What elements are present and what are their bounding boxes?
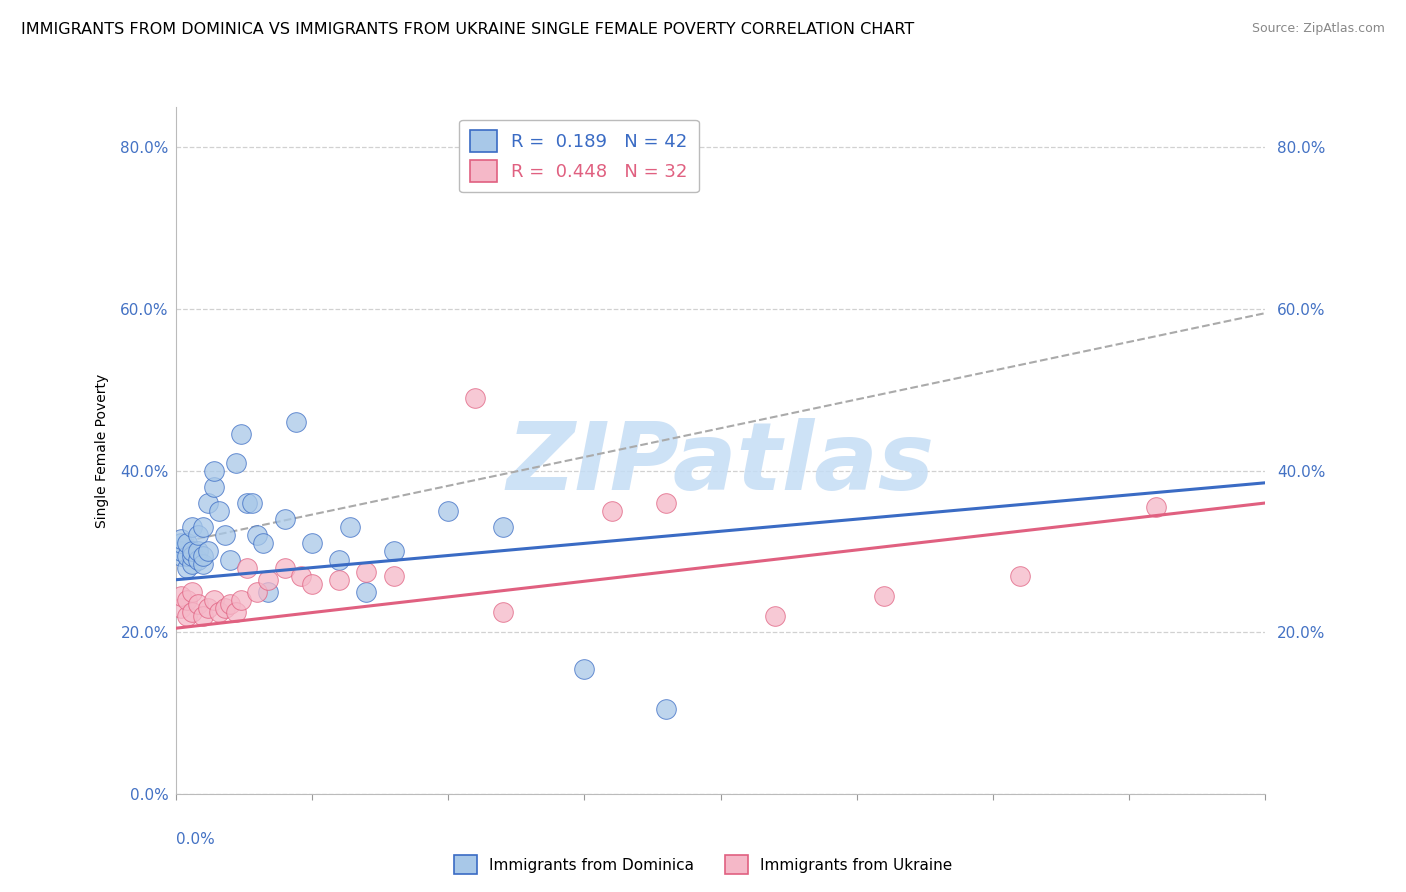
Point: [170, 533, 193, 547]
Point: [214, 601, 236, 615]
Point: [574, 662, 596, 676]
Point: [219, 552, 242, 566]
Point: [252, 536, 274, 550]
Point: [437, 504, 460, 518]
Point: [763, 609, 786, 624]
Point: [464, 391, 486, 405]
Point: [231, 427, 253, 442]
Point: [186, 544, 209, 558]
Point: [170, 601, 193, 615]
Point: [246, 585, 269, 599]
Point: [176, 609, 198, 624]
Point: [257, 573, 280, 587]
Point: [197, 496, 219, 510]
Point: [328, 573, 350, 587]
Text: ZIPatlas: ZIPatlas: [506, 418, 935, 510]
Point: [214, 528, 236, 542]
Point: [655, 496, 678, 510]
Point: [181, 520, 204, 534]
Point: [208, 504, 231, 518]
Point: [181, 544, 204, 558]
Point: [274, 560, 297, 574]
Point: [170, 589, 193, 603]
Point: [235, 496, 257, 510]
Point: [225, 456, 247, 470]
Point: [225, 605, 247, 619]
Point: [191, 549, 214, 563]
Point: [176, 593, 198, 607]
Point: [290, 568, 312, 582]
Point: [170, 536, 193, 550]
Point: [1010, 568, 1032, 582]
Point: [873, 589, 896, 603]
Point: [208, 605, 231, 619]
Point: [191, 609, 214, 624]
Y-axis label: Single Female Poverty: Single Female Poverty: [96, 374, 110, 527]
Point: [356, 565, 378, 579]
Point: [197, 601, 219, 615]
Point: [186, 552, 209, 566]
Legend: R =  0.189   N = 42, R =  0.448   N = 32: R = 0.189 N = 42, R = 0.448 N = 32: [460, 120, 699, 193]
Point: [235, 560, 257, 574]
Point: [181, 585, 204, 599]
Point: [176, 549, 198, 563]
Point: [181, 557, 204, 571]
Point: [170, 549, 193, 563]
Point: [257, 585, 280, 599]
Point: [240, 496, 263, 510]
Point: [655, 702, 678, 716]
Point: [176, 560, 198, 574]
Point: [301, 536, 323, 550]
Point: [176, 536, 198, 550]
Point: [219, 597, 242, 611]
Point: [356, 585, 378, 599]
Point: [202, 480, 225, 494]
Point: [339, 520, 361, 534]
Text: 0.0%: 0.0%: [176, 831, 215, 847]
Point: [301, 576, 323, 591]
Point: [191, 520, 214, 534]
Point: [274, 512, 297, 526]
Point: [284, 415, 307, 429]
Point: [492, 520, 515, 534]
Point: [231, 593, 253, 607]
Point: [181, 605, 204, 619]
Point: [492, 605, 515, 619]
Point: [382, 568, 405, 582]
Point: [170, 544, 193, 558]
Point: [186, 528, 209, 542]
Point: [186, 597, 209, 611]
Point: [382, 544, 405, 558]
Point: [197, 544, 219, 558]
Point: [600, 504, 623, 518]
Point: [328, 552, 350, 566]
Point: [191, 557, 214, 571]
Text: Source: ZipAtlas.com: Source: ZipAtlas.com: [1251, 22, 1385, 36]
Legend: Immigrants from Dominica, Immigrants from Ukraine: Immigrants from Dominica, Immigrants fro…: [449, 849, 957, 880]
Point: [1144, 500, 1167, 514]
Point: [202, 464, 225, 478]
Point: [181, 549, 204, 563]
Point: [202, 593, 225, 607]
Point: [246, 528, 269, 542]
Text: IMMIGRANTS FROM DOMINICA VS IMMIGRANTS FROM UKRAINE SINGLE FEMALE POVERTY CORREL: IMMIGRANTS FROM DOMINICA VS IMMIGRANTS F…: [21, 22, 914, 37]
